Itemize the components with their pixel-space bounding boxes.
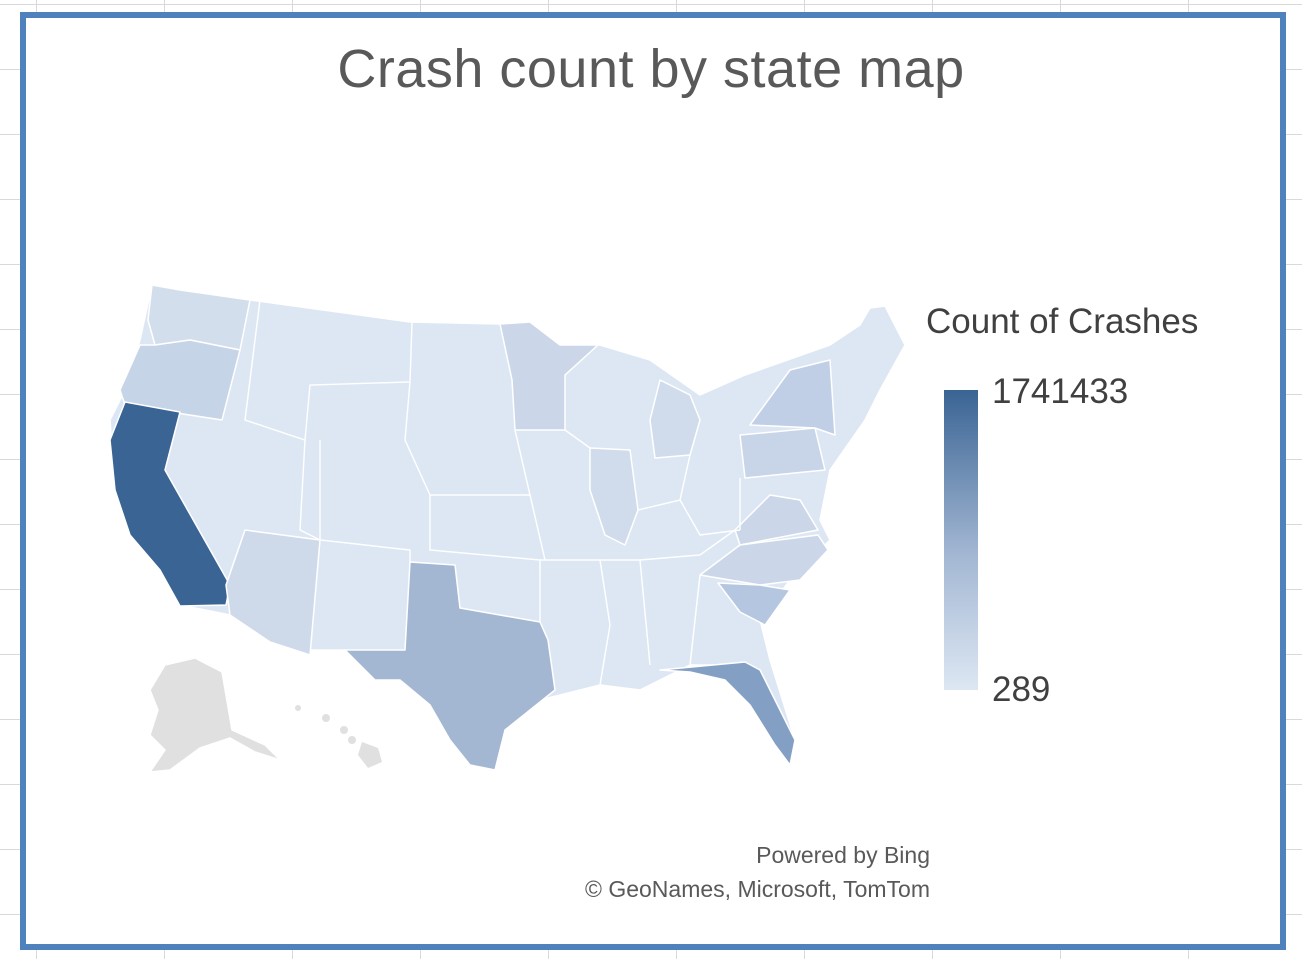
state-illinois: [589, 447, 639, 546]
state-alaska: [149, 657, 281, 773]
state-hawaii: [295, 705, 382, 768]
attribution-copyright: © GeoNames, Microsoft, TomTom: [585, 876, 930, 902]
state-washington: [147, 284, 251, 351]
state-texas: [344, 561, 556, 771]
state-florida: [659, 661, 796, 766]
state-california: [109, 401, 231, 607]
attribution-bing: Powered by Bing: [756, 842, 930, 868]
state-minnesota: [499, 321, 599, 431]
legend-max-label: 1741433: [992, 372, 1129, 411]
legend-min-label: 289: [992, 670, 1051, 709]
state-virginia: [734, 494, 819, 546]
state-arizona: [225, 529, 321, 656]
state-new-york: [749, 359, 836, 436]
state-south-carolina: [717, 582, 791, 626]
legend-gradient-bar: [944, 390, 978, 690]
chart-title: Crash count by state map: [337, 39, 965, 99]
state-pennsylvania: [739, 427, 826, 479]
state-borders: [244, 299, 741, 686]
legend-title: Count of Crashes: [926, 302, 1199, 341]
